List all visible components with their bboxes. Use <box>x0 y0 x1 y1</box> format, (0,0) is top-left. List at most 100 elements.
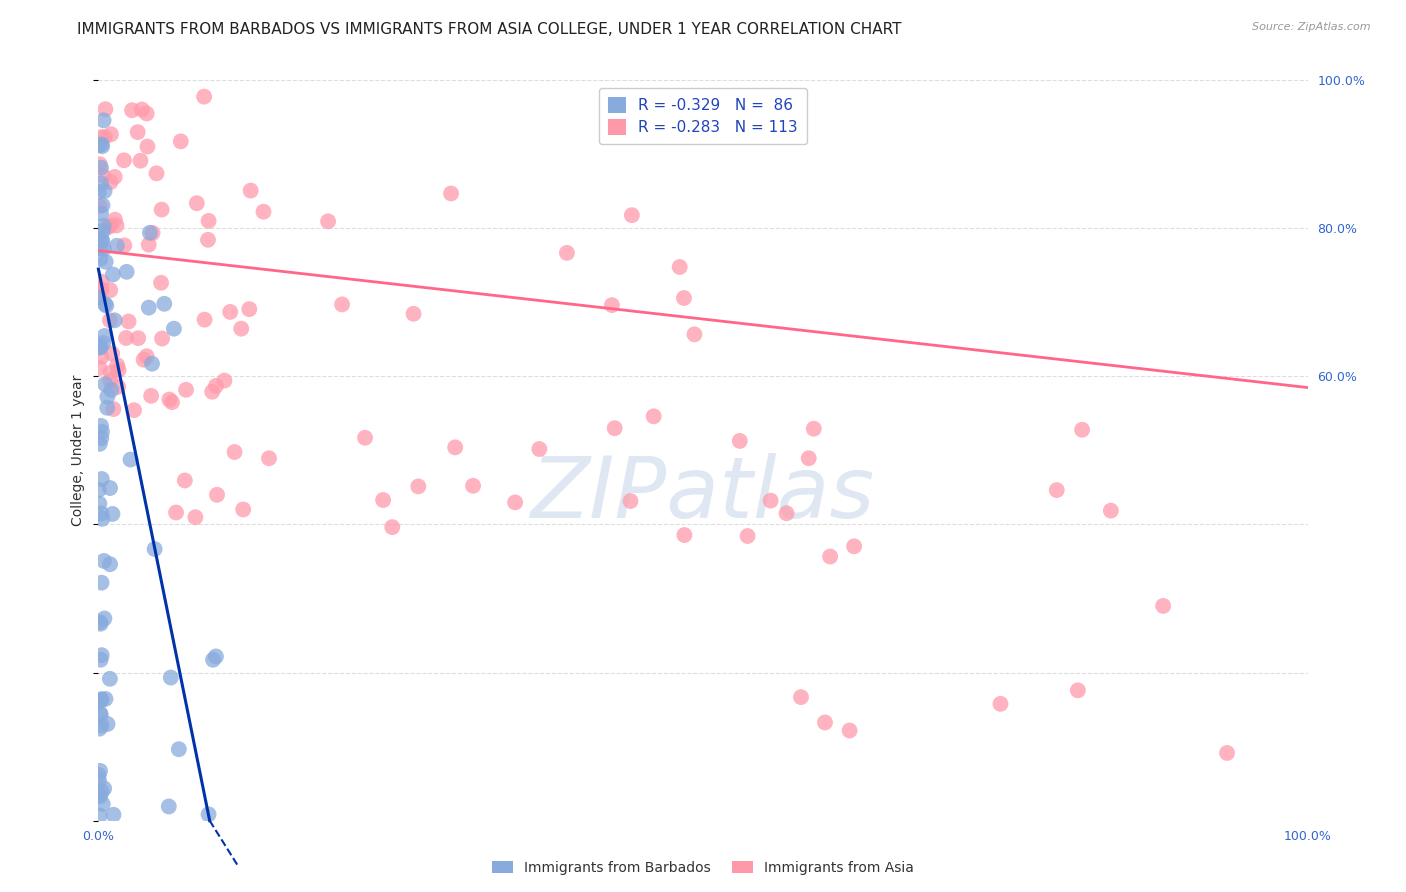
Immigrants from Asia <box>1067 683 1090 698</box>
Immigrants from Barbados <box>89 808 111 822</box>
Immigrants from Asia <box>818 549 841 564</box>
Immigrants from Barbados <box>94 692 117 706</box>
Immigrants from Barbados <box>90 431 112 445</box>
Immigrants from Asia <box>354 431 377 445</box>
Immigrants from Asia <box>129 153 152 168</box>
Immigrants from Asia <box>135 349 157 363</box>
Immigrants from Barbados <box>103 807 125 822</box>
Immigrants from Barbados <box>93 781 115 796</box>
Immigrants from Barbados <box>87 138 110 153</box>
Immigrants from Asia <box>89 361 111 376</box>
Immigrants from Asia <box>100 127 122 141</box>
Immigrants from Barbados <box>91 797 114 811</box>
Immigrants from Asia <box>136 139 159 153</box>
Immigrants from Asia <box>127 125 149 139</box>
Immigrants from Barbados <box>91 198 114 212</box>
Immigrants from Asia <box>131 103 153 117</box>
Immigrants from Barbados <box>143 541 166 556</box>
Immigrants from Asia <box>91 169 114 183</box>
Immigrants from Asia <box>444 441 467 455</box>
Immigrants from Asia <box>90 282 112 296</box>
Immigrants from Asia <box>165 506 187 520</box>
Immigrants from Barbados <box>89 497 111 511</box>
Immigrants from Asia <box>98 283 121 297</box>
Immigrants from Asia <box>93 130 115 145</box>
Immigrants from Asia <box>138 237 160 252</box>
Immigrants from Barbados <box>93 184 115 198</box>
Immigrants from Barbados <box>89 764 111 778</box>
Immigrants from Asia <box>90 350 112 364</box>
Immigrants from Barbados <box>87 768 110 782</box>
Immigrants from Asia <box>184 510 207 524</box>
Immigrants from Barbados <box>93 219 115 233</box>
Immigrants from Barbados <box>90 693 112 707</box>
Immigrants from Asia <box>115 331 138 345</box>
Immigrants from Asia <box>150 276 173 290</box>
Immigrants from Asia <box>205 488 228 502</box>
Immigrants from Asia <box>790 690 813 705</box>
Immigrants from Asia <box>990 697 1012 711</box>
Immigrants from Asia <box>101 346 124 360</box>
Immigrants from Barbados <box>101 507 124 521</box>
Immigrants from Asia <box>219 305 242 319</box>
Immigrants from Asia <box>529 442 551 456</box>
Text: Source: ZipAtlas.com: Source: ZipAtlas.com <box>1253 22 1371 32</box>
Immigrants from Asia <box>132 352 155 367</box>
Immigrants from Barbados <box>91 425 114 439</box>
Immigrants from Asia <box>173 474 195 488</box>
Immigrants from Asia <box>330 297 353 311</box>
Immigrants from Asia <box>673 528 696 542</box>
Immigrants from Barbados <box>90 784 112 798</box>
Immigrants from Barbados <box>87 483 110 497</box>
Immigrants from Asia <box>170 135 193 149</box>
Immigrants from Asia <box>105 219 128 233</box>
Immigrants from Barbados <box>87 695 110 709</box>
Immigrants from Asia <box>89 282 111 296</box>
Immigrants from Asia <box>157 392 180 407</box>
Legend: R = -0.329   N =  86, R = -0.283   N = 113: R = -0.329 N = 86, R = -0.283 N = 113 <box>599 88 807 145</box>
Immigrants from Barbados <box>89 722 111 736</box>
Immigrants from Barbados <box>89 789 111 804</box>
Immigrants from Asia <box>193 312 215 326</box>
Immigrants from Asia <box>814 715 837 730</box>
Immigrants from Barbados <box>87 341 110 355</box>
Immigrants from Barbados <box>96 299 118 313</box>
Immigrants from Barbados <box>87 788 110 802</box>
Immigrants from Barbados <box>90 206 112 220</box>
Immigrants from Asia <box>201 384 224 399</box>
Immigrants from Barbados <box>120 452 142 467</box>
Immigrants from Barbados <box>91 234 114 248</box>
Immigrants from Asia <box>381 520 404 534</box>
Immigrants from Asia <box>104 212 127 227</box>
Immigrants from Asia <box>643 409 665 424</box>
Immigrants from Asia <box>838 723 860 738</box>
Immigrants from Barbados <box>153 297 176 311</box>
Immigrants from Asia <box>107 363 129 377</box>
Immigrants from Barbados <box>91 512 114 526</box>
Immigrants from Asia <box>775 506 797 520</box>
Immigrants from Asia <box>89 199 111 213</box>
Immigrants from Barbados <box>202 653 225 667</box>
Immigrants from Barbados <box>101 268 124 282</box>
Immigrants from Barbados <box>91 139 114 153</box>
Immigrants from Asia <box>89 157 111 171</box>
Immigrants from Barbados <box>157 799 180 814</box>
Immigrants from Asia <box>117 314 139 328</box>
Immigrants from Asia <box>98 219 121 233</box>
Immigrants from Asia <box>100 366 122 380</box>
Immigrants from Barbados <box>115 265 138 279</box>
Immigrants from Asia <box>619 494 641 508</box>
Immigrants from Asia <box>252 204 274 219</box>
Immigrants from Barbados <box>100 383 122 397</box>
Immigrants from Asia <box>98 313 121 327</box>
Immigrants from Asia <box>104 169 127 184</box>
Immigrants from Asia <box>440 186 463 201</box>
Immigrants from Barbados <box>93 329 115 343</box>
Immigrants from Asia <box>555 246 578 260</box>
Immigrants from Barbados <box>90 137 112 152</box>
Immigrants from Asia <box>759 493 782 508</box>
Y-axis label: College, Under 1 year: College, Under 1 year <box>72 375 86 526</box>
Legend: Immigrants from Barbados, Immigrants from Asia: Immigrants from Barbados, Immigrants fro… <box>486 855 920 880</box>
Immigrants from Asia <box>107 380 129 394</box>
Immigrants from Asia <box>1099 503 1122 517</box>
